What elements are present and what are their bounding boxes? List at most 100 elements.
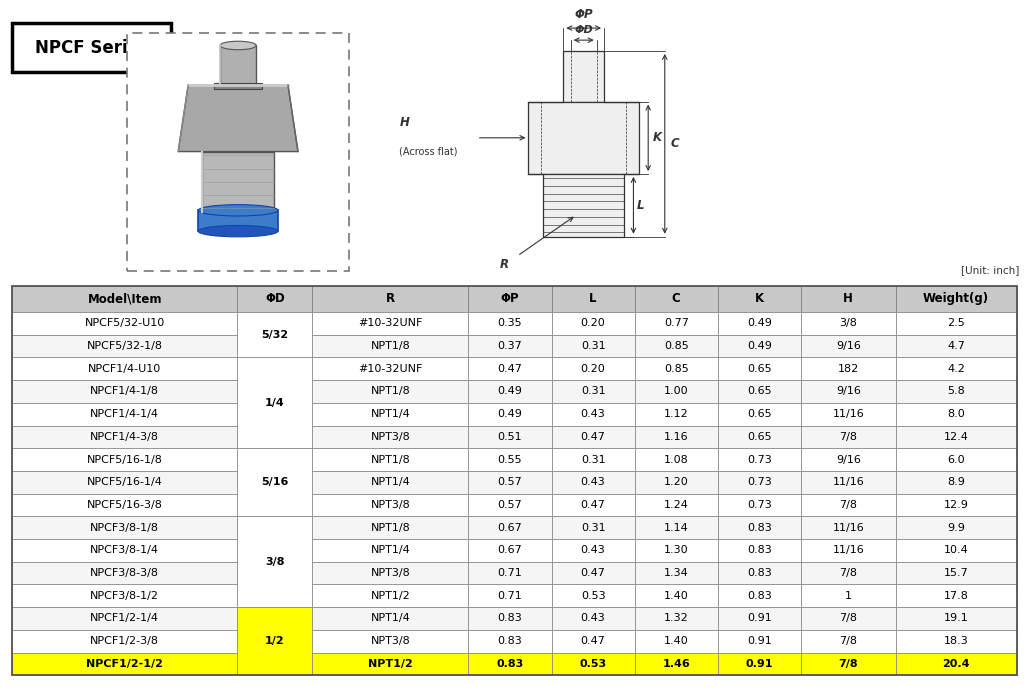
Text: 0.83: 0.83 xyxy=(746,568,772,578)
Bar xyxy=(718,380,801,403)
Bar xyxy=(635,358,718,380)
Bar xyxy=(718,584,801,607)
Text: L: L xyxy=(637,199,645,212)
Bar xyxy=(12,539,238,562)
Bar xyxy=(801,562,896,584)
Bar xyxy=(801,607,896,630)
Bar xyxy=(718,312,801,335)
Bar xyxy=(801,539,896,562)
Text: 15.7: 15.7 xyxy=(944,568,969,578)
Text: NPCF5/16-1/4: NPCF5/16-1/4 xyxy=(87,477,163,487)
Bar xyxy=(552,607,635,630)
Bar xyxy=(552,562,635,584)
Text: 1.30: 1.30 xyxy=(664,546,688,555)
Text: NPCF3/8-1/4: NPCF3/8-1/4 xyxy=(90,546,160,555)
Text: 0.43: 0.43 xyxy=(581,546,605,555)
Bar xyxy=(12,426,238,449)
Text: NPCF3/8-1/2: NPCF3/8-1/2 xyxy=(90,590,160,601)
Bar xyxy=(12,630,238,652)
Text: 5/32: 5/32 xyxy=(261,330,289,340)
Text: NPT3/8: NPT3/8 xyxy=(371,500,411,510)
Text: 1.32: 1.32 xyxy=(664,613,688,624)
Bar xyxy=(896,403,1017,426)
Text: NPT1/8: NPT1/8 xyxy=(371,387,411,396)
Text: 9/16: 9/16 xyxy=(836,341,861,351)
Bar xyxy=(468,471,552,493)
Text: NPCF1/4-U10: NPCF1/4-U10 xyxy=(88,364,162,374)
Text: 1.34: 1.34 xyxy=(664,568,688,578)
Text: 0.49: 0.49 xyxy=(746,318,772,329)
Bar xyxy=(312,584,468,607)
Bar xyxy=(468,358,552,380)
Bar xyxy=(718,652,801,675)
Text: 7/8: 7/8 xyxy=(839,659,858,669)
Bar xyxy=(718,630,801,652)
Text: NPT1/4: NPT1/4 xyxy=(371,546,411,555)
Text: NPT1/4: NPT1/4 xyxy=(371,613,411,624)
Text: 12.9: 12.9 xyxy=(944,500,969,510)
Text: 0.65: 0.65 xyxy=(748,432,772,442)
Bar xyxy=(801,426,896,449)
Bar xyxy=(635,335,718,358)
Text: 8.0: 8.0 xyxy=(947,409,965,419)
Text: R: R xyxy=(500,258,509,271)
Bar xyxy=(896,652,1017,675)
Bar xyxy=(896,358,1017,380)
Text: NPCF5/16-1/8: NPCF5/16-1/8 xyxy=(87,455,163,464)
Text: 0.47: 0.47 xyxy=(581,636,605,646)
Bar xyxy=(896,286,1017,312)
Text: C: C xyxy=(671,137,679,150)
Bar xyxy=(238,312,312,358)
Bar xyxy=(896,516,1017,539)
Text: (Across flat): (Across flat) xyxy=(399,146,458,156)
Bar xyxy=(635,652,718,675)
Bar xyxy=(543,174,625,237)
Bar xyxy=(312,449,468,471)
Bar xyxy=(635,426,718,449)
Text: NPT3/8: NPT3/8 xyxy=(371,568,411,578)
Text: NPT3/8: NPT3/8 xyxy=(371,636,411,646)
Bar xyxy=(468,516,552,539)
Text: 7/8: 7/8 xyxy=(840,432,857,442)
Text: 1: 1 xyxy=(845,590,852,601)
Text: 0.31: 0.31 xyxy=(581,455,605,464)
Text: 6.0: 6.0 xyxy=(947,455,965,464)
Text: ΦP: ΦP xyxy=(574,8,593,21)
Text: 0.73: 0.73 xyxy=(746,477,772,487)
Bar xyxy=(635,471,718,493)
Bar xyxy=(12,403,238,426)
Bar xyxy=(552,516,635,539)
Bar xyxy=(718,562,801,584)
Text: 0.91: 0.91 xyxy=(745,659,773,669)
Bar xyxy=(312,539,468,562)
Text: NPT1/8: NPT1/8 xyxy=(371,341,411,351)
Bar xyxy=(468,426,552,449)
Bar xyxy=(528,101,639,174)
Bar xyxy=(635,630,718,652)
Bar xyxy=(552,539,635,562)
Bar xyxy=(635,312,718,335)
Ellipse shape xyxy=(220,41,256,50)
Text: 0.31: 0.31 xyxy=(581,523,605,533)
Bar xyxy=(552,493,635,516)
Polygon shape xyxy=(178,85,298,152)
Bar xyxy=(801,471,896,493)
Text: 0.57: 0.57 xyxy=(498,477,522,487)
Text: 20.4: 20.4 xyxy=(942,659,970,669)
Bar xyxy=(718,426,801,449)
Text: #10-32UNF: #10-32UNF xyxy=(358,364,423,374)
Bar xyxy=(312,403,468,426)
Text: 1.46: 1.46 xyxy=(663,659,690,669)
Bar xyxy=(312,312,468,335)
Bar xyxy=(214,83,262,89)
Text: 11/16: 11/16 xyxy=(833,409,864,419)
Bar xyxy=(635,449,718,471)
Bar xyxy=(202,152,274,212)
Text: NPCF1/4-3/8: NPCF1/4-3/8 xyxy=(90,432,160,442)
Bar xyxy=(896,471,1017,493)
Bar xyxy=(312,630,468,652)
Text: K: K xyxy=(652,132,662,144)
Text: 19.1: 19.1 xyxy=(944,613,969,624)
Bar xyxy=(896,630,1017,652)
Bar xyxy=(896,449,1017,471)
